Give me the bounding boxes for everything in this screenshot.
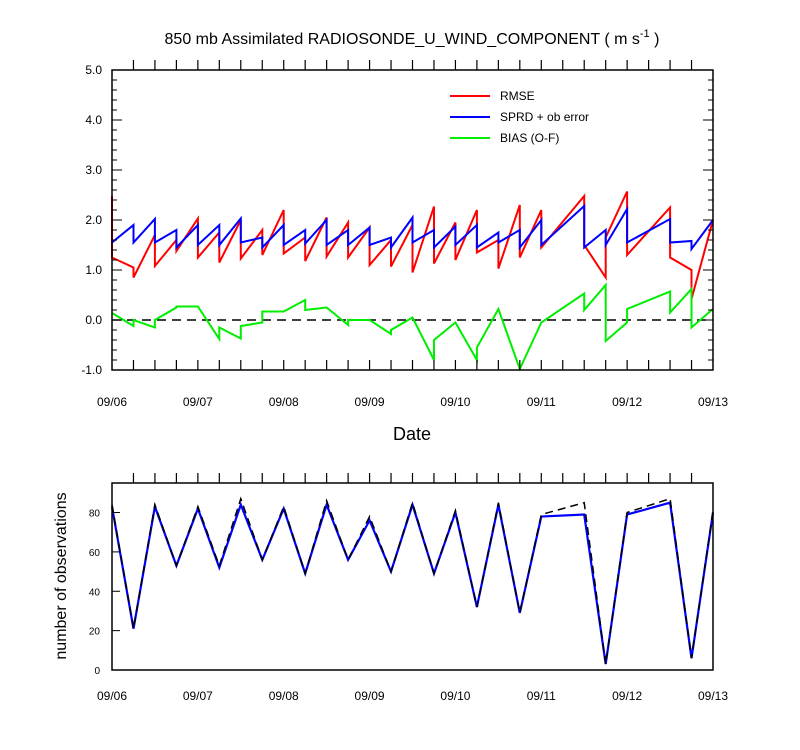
bottom-x-tick-label: 09/10 xyxy=(440,689,470,703)
bottom-panel: 0 20 40 60 80 09/06 09/07 09/08 09/09 09/10 09/11 0… xyxy=(53,473,728,703)
possible-observations-line xyxy=(111,496,714,665)
legend-label: BIAS (O-F) xyxy=(500,131,559,145)
legend-label: RMSE xyxy=(500,89,535,103)
series-line-rmse xyxy=(111,191,714,300)
y-tick-label: 4.0 xyxy=(85,113,102,127)
bottom-x-tick-label: 09/08 xyxy=(269,689,299,703)
x-tick-label: 09/06 xyxy=(97,395,127,409)
bottom-x-tick-label: 09/07 xyxy=(183,689,213,703)
top-panel: 850 mb Assimilated RADIOSONDE_U_WIND_COM… xyxy=(81,28,728,444)
chart-title: 850 mb Assimilated RADIOSONDE_U_WIND_COM… xyxy=(165,28,660,48)
bottom-axes-group: 0 20 40 60 80 09/06 09/07 09/08 09/09 09/10 09/11 0… xyxy=(89,473,728,703)
chart-title-superscript: -1 xyxy=(640,28,650,40)
top-series-group xyxy=(111,191,714,372)
x-tick-label: 09/11 xyxy=(527,395,556,409)
series-line-sprd-ob-error xyxy=(111,203,714,253)
y-tick-label: -1.0 xyxy=(81,363,102,377)
x-tick-label: 09/07 xyxy=(183,395,213,409)
used-observations-line xyxy=(110,501,715,665)
top-axes-group: -1.0 0.0 1.0 2.0 3.0 4.0 5.0 09/06 09/07 09/08 09/… xyxy=(81,60,728,409)
y-tick-label: 1.0 xyxy=(85,263,102,277)
y-tick-label: 0.0 xyxy=(85,313,102,327)
x-tick-label: 09/08 xyxy=(269,395,299,409)
bottom-y-tick-label: 0 xyxy=(94,666,100,677)
bottom-x-tick-label: 09/09 xyxy=(355,689,385,703)
bottom-y-tick-label: 40 xyxy=(89,587,101,598)
y-tick-label: 5.0 xyxy=(85,63,102,77)
bottom-x-tick-label: 09/11 xyxy=(527,689,556,703)
bottom-y-tick-label: 80 xyxy=(89,509,101,520)
bottom-plot-frame xyxy=(111,482,714,671)
y-axis-label-observations: number of observations xyxy=(53,492,70,659)
legend-label: SPRD + ob error xyxy=(500,110,589,124)
bottom-series-group xyxy=(110,496,715,665)
bottom-x-tick-label: 09/13 xyxy=(698,689,728,703)
bottom-y-tick-label: 60 xyxy=(89,548,101,559)
legend: RMSE SPRD + ob error BIAS (O-F) xyxy=(450,89,589,145)
x-tick-label: 09/13 xyxy=(698,395,728,409)
bottom-x-tick-label: 09/12 xyxy=(612,689,642,703)
y-tick-label: 2.0 xyxy=(85,213,102,227)
bottom-x-tick-label: 09/06 xyxy=(97,689,127,703)
y-tick-label: 3.0 xyxy=(85,163,102,177)
x-axis-label: Date xyxy=(393,424,431,444)
series-line-bias-o-f xyxy=(111,282,714,372)
bottom-y-tick-label: 20 xyxy=(89,627,101,638)
chart-title-end: ) xyxy=(650,31,660,48)
x-tick-label: 09/10 xyxy=(440,395,470,409)
x-tick-label: 09/09 xyxy=(355,395,385,409)
x-tick-label: 09/12 xyxy=(612,395,642,409)
chart-title-main: 850 mb Assimilated RADIOSONDE_U_WIND_COM… xyxy=(165,31,640,48)
